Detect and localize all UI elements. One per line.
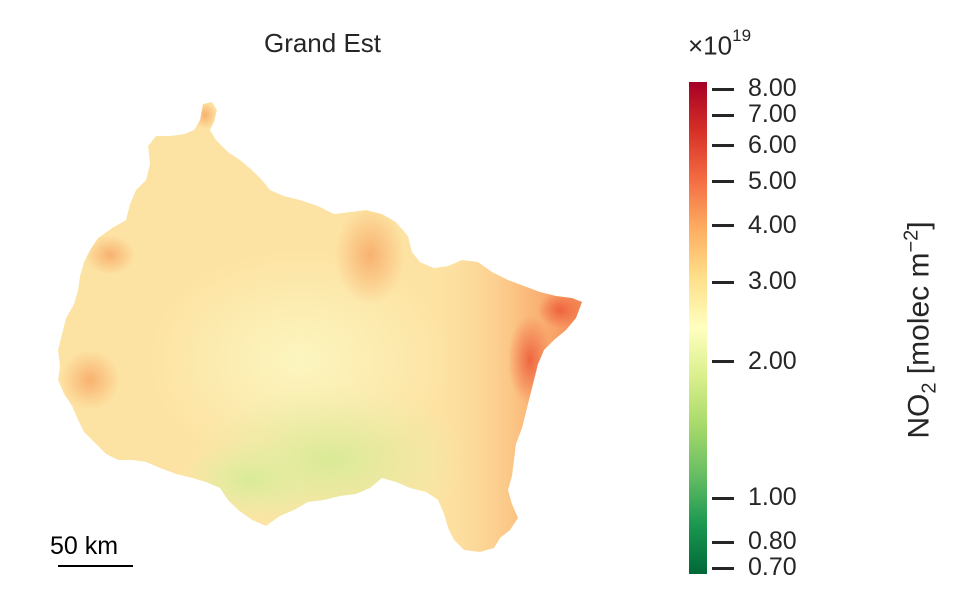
colorbar-tick [712,280,734,284]
colorbar-tick-label: 0.70 [748,553,797,582]
colorbar-label-sup: −2 [900,229,923,253]
colorbar-tick [712,144,734,148]
colorbar-title: NO2 [molec m−2] [901,221,942,438]
colorbar-tick-label: 0.80 [748,527,797,556]
colorbar-multiplier: ×1019 [688,26,751,62]
colorbar-tick [712,496,734,500]
colorbar-tick-label: 2.00 [748,346,797,375]
colorbar-tick-label: 7.00 [748,100,797,129]
colorbar-label-units: [molec m [902,252,936,383]
colorbar-tick-label: 6.00 [748,130,797,159]
colorbar-tick-label: 4.00 [748,210,797,239]
colorbar-tick-label: 1.00 [748,483,797,512]
colorbar-tick [712,87,734,91]
colorbar-tick-label: 5.00 [748,166,797,195]
colorbar-tick [712,113,734,117]
colorbar-tick [712,180,734,184]
colorbar-multiplier-exponent: 19 [732,26,752,45]
colorbar-tick [712,540,734,544]
colorbar-tick-label: 8.00 [748,74,797,103]
colorbar [689,82,707,574]
colorbar-tick-label: 3.00 [748,267,797,296]
scalebar-line [58,565,133,567]
colorbar-tick [712,566,734,570]
no2-field [58,102,582,552]
colorbar-label-close: ] [902,221,936,230]
scalebar-label: 50 km [50,532,119,560]
colorbar-label-sub: 2 [918,382,941,394]
colorbar-tick [712,360,734,364]
colorbar-label-main: NO [902,393,936,439]
map-title: Grand Est [263,28,382,58]
colorbar-tick [712,224,734,228]
region-map [58,102,582,552]
colorbar-multiplier-base: ×10 [688,30,733,61]
